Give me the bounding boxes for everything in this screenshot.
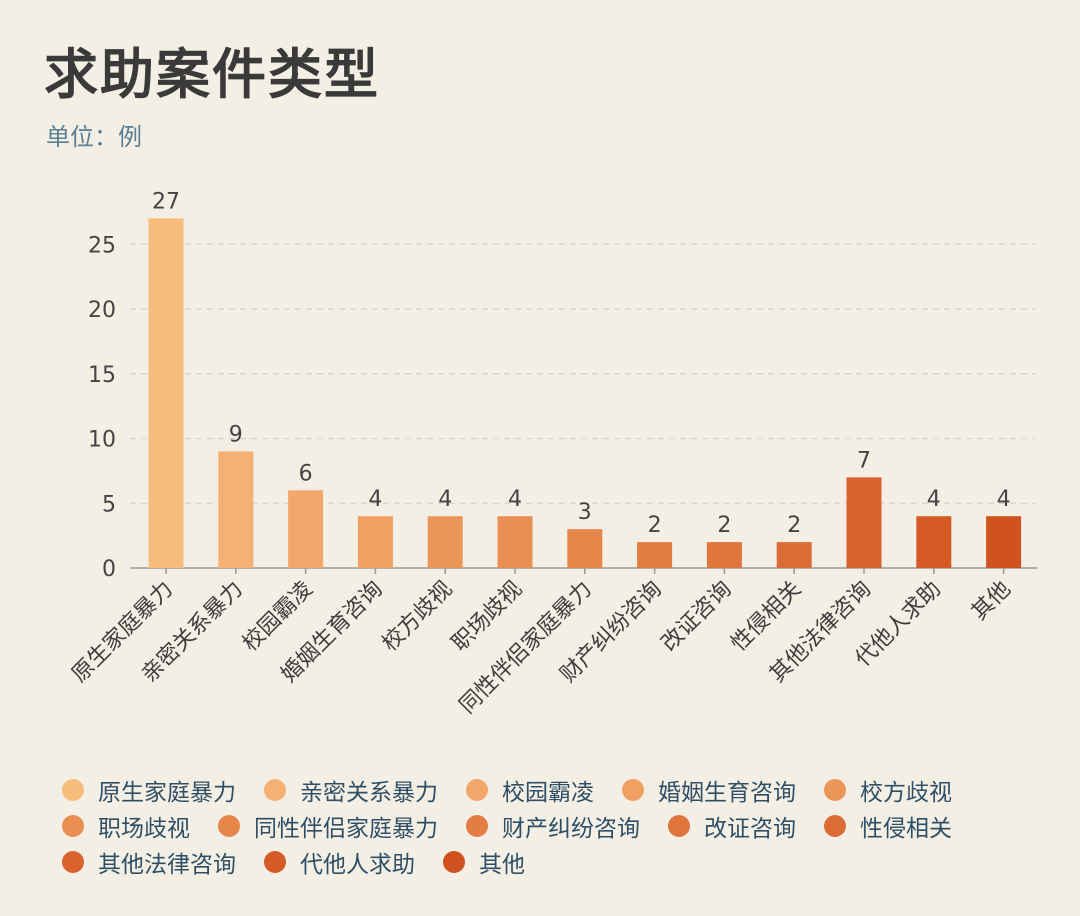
legend-label: 婚姻生育咨询 bbox=[658, 780, 796, 806]
bar bbox=[776, 542, 812, 568]
data-label: 2 bbox=[787, 513, 801, 538]
legend-label: 原生家庭暴力 bbox=[98, 780, 236, 806]
legend-label: 其他法律咨询 bbox=[98, 852, 236, 878]
legend-item: 原生家庭暴力 bbox=[62, 773, 236, 807]
legend-swatch bbox=[264, 851, 286, 873]
legend-label: 职场歧视 bbox=[98, 816, 190, 842]
data-label: 27 bbox=[152, 189, 180, 214]
data-label: 4 bbox=[368, 487, 382, 512]
legend-swatch bbox=[218, 815, 240, 837]
legend-label: 其他 bbox=[479, 852, 525, 878]
y-tick-label: 15 bbox=[88, 363, 116, 388]
data-label: 4 bbox=[438, 487, 452, 512]
legend-label: 代他人求助 bbox=[300, 852, 415, 878]
legend-item: 同性伴侣家庭暴力 bbox=[218, 809, 438, 843]
legend: 原生家庭暴力 亲密关系暴力 校园霸凌 婚姻生育咨询 校方歧视职场歧视 同性伴侣家庭暴力 财产… bbox=[62, 772, 1052, 880]
legend-label: 财产纠纷咨询 bbox=[502, 816, 640, 842]
legend-swatch bbox=[466, 815, 488, 837]
chart-title: 求助案件类型 bbox=[44, 43, 380, 106]
data-label: 4 bbox=[997, 487, 1011, 512]
y-tick-label: 5 bbox=[102, 492, 116, 517]
legend-item: 校园霸凌 bbox=[466, 773, 594, 807]
x-tick-label: 同性伴侣家庭暴力 bbox=[455, 577, 597, 719]
legend-label: 性侵相关 bbox=[860, 816, 952, 842]
data-label: 2 bbox=[717, 513, 731, 538]
legend-item: 亲密关系暴力 bbox=[264, 773, 438, 807]
x-tick-label: 改证咨询 bbox=[657, 577, 737, 657]
bar bbox=[497, 516, 533, 568]
bar bbox=[846, 477, 882, 568]
bar bbox=[637, 542, 673, 568]
bar bbox=[916, 516, 952, 568]
y-tick-label: 20 bbox=[88, 298, 116, 323]
bar bbox=[218, 451, 254, 568]
legend-item: 性侵相关 bbox=[824, 809, 952, 843]
legend-swatch bbox=[466, 779, 488, 801]
data-label: 6 bbox=[299, 461, 313, 486]
legend-swatch bbox=[264, 779, 286, 801]
legend-swatch bbox=[622, 779, 644, 801]
bar bbox=[148, 218, 184, 568]
legend-label: 改证咨询 bbox=[704, 816, 796, 842]
data-label: 3 bbox=[578, 500, 592, 525]
bar bbox=[357, 516, 393, 568]
data-label: 4 bbox=[508, 487, 522, 512]
y-tick-label: 0 bbox=[102, 557, 116, 582]
legend-label: 同性伴侣家庭暴力 bbox=[254, 816, 438, 842]
legend-row: 职场歧视 同性伴侣家庭暴力 财产纠纷咨询 改证咨询 性侵相关 bbox=[62, 808, 1052, 844]
data-label: 4 bbox=[927, 487, 941, 512]
y-tick-label: 10 bbox=[88, 428, 116, 453]
legend-row: 其他法律咨询 代他人求助 其他 bbox=[62, 844, 1052, 880]
data-label: 2 bbox=[648, 513, 662, 538]
data-label: 7 bbox=[857, 448, 871, 473]
legend-item: 其他法律咨询 bbox=[62, 845, 236, 879]
bar bbox=[567, 529, 603, 568]
legend-label: 亲密关系暴力 bbox=[300, 780, 438, 806]
legend-item: 财产纠纷咨询 bbox=[466, 809, 640, 843]
legend-swatch bbox=[62, 851, 84, 873]
x-tick-label: 其他 bbox=[967, 577, 1016, 626]
legend-swatch bbox=[668, 815, 690, 837]
x-tick-label: 校方歧视 bbox=[378, 577, 458, 657]
data-label: 9 bbox=[229, 422, 243, 447]
bar-chart: 051015202527原生家庭暴力9亲密关系暴力6校园霸凌4婚姻生育咨询4校方… bbox=[67, 189, 1037, 719]
legend-swatch bbox=[62, 815, 84, 837]
bar bbox=[706, 542, 742, 568]
bar bbox=[986, 516, 1022, 568]
y-tick-label: 25 bbox=[88, 233, 116, 258]
legend-item: 其他 bbox=[443, 845, 525, 879]
legend-swatch bbox=[62, 779, 84, 801]
legend-item: 职场歧视 bbox=[62, 809, 190, 843]
bar bbox=[427, 516, 463, 568]
legend-item: 校方歧视 bbox=[824, 773, 952, 807]
legend-swatch bbox=[443, 851, 465, 873]
legend-label: 校园霸凌 bbox=[502, 780, 594, 806]
unit-label: 单位：例 bbox=[46, 123, 142, 151]
legend-item: 改证咨询 bbox=[668, 809, 796, 843]
legend-item: 婚姻生育咨询 bbox=[622, 773, 796, 807]
legend-label: 校方歧视 bbox=[860, 780, 952, 806]
bar bbox=[288, 490, 324, 568]
legend-item: 代他人求助 bbox=[264, 845, 415, 879]
legend-swatch bbox=[824, 815, 846, 837]
legend-swatch bbox=[824, 779, 846, 801]
legend-row: 原生家庭暴力 亲密关系暴力 校园霸凌 婚姻生育咨询 校方歧视 bbox=[62, 772, 1052, 808]
